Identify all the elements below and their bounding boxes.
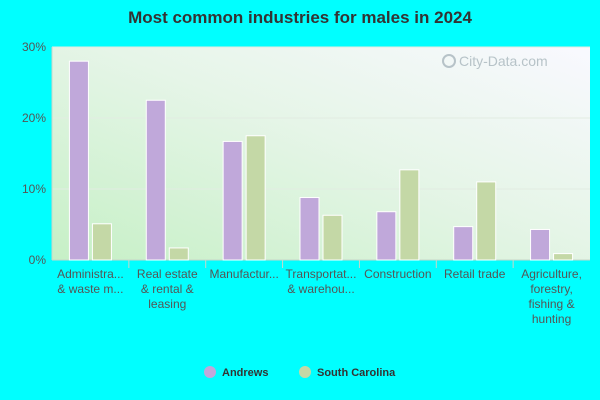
watermark: City-Data.com: [442, 53, 548, 69]
y-tick-label: 20%: [22, 111, 46, 125]
bar-andrews[interactable]: [299, 197, 320, 261]
x-category-label-line: leasing: [148, 297, 186, 311]
x-category-label-line: Agriculture,: [521, 267, 582, 281]
bar-south-carolina[interactable]: [322, 214, 343, 261]
x-category-label-line: Administra...: [57, 267, 124, 281]
x-category-label: Transportat... & warehou...: [286, 267, 357, 296]
bar-south-carolina[interactable]: [476, 181, 497, 261]
watermark-icon: [442, 54, 456, 68]
x-category-label-line: Retail trade: [444, 267, 506, 281]
x-category-label: Manufactur...: [209, 267, 278, 281]
plot-area: [52, 47, 590, 260]
y-tick-label: 10%: [22, 182, 46, 196]
x-category-label-line: forestry,: [530, 282, 572, 296]
bar-andrews[interactable]: [68, 60, 89, 261]
bar-south-carolina[interactable]: [245, 135, 266, 261]
legend-label: South Carolina: [317, 367, 396, 379]
bar-andrews[interactable]: [145, 99, 166, 261]
watermark-text: City-Data.com: [459, 53, 548, 69]
x-category-label: Construction: [364, 267, 431, 281]
bar-andrews[interactable]: [222, 140, 243, 261]
x-category-label: Administra... & waste m...: [57, 267, 124, 296]
x-category-label-line: Manufactur...: [209, 267, 278, 281]
x-category-label-line: Real estate: [137, 267, 198, 281]
x-category-label: Real estate & rental & leasing: [137, 267, 198, 311]
x-category-label-line: hunting: [532, 312, 571, 326]
y-tick-label: 0%: [29, 253, 47, 267]
x-category-label-line: & waste m...: [57, 282, 123, 296]
x-category-label: Retail trade: [444, 267, 506, 281]
y-tick-label: 30%: [22, 40, 46, 54]
bar-south-carolina[interactable]: [91, 223, 112, 261]
legend-label: Andrews: [222, 367, 268, 379]
bar-andrews[interactable]: [530, 228, 551, 261]
chart-title: Most common industries for males in 2024: [128, 8, 472, 27]
bar-south-carolina[interactable]: [168, 247, 189, 261]
bar-andrews[interactable]: [376, 211, 397, 261]
legend-swatch: [204, 366, 216, 378]
x-category-label-line: & rental &: [141, 282, 194, 296]
legend-swatch: [299, 366, 311, 378]
x-category-label-line: Construction: [364, 267, 431, 281]
bar-andrews[interactable]: [453, 226, 474, 261]
bar-south-carolina[interactable]: [553, 253, 574, 261]
x-category-label: Agriculture, forestry, fishing & hunting: [521, 267, 582, 326]
x-category-label-line: fishing &: [529, 297, 575, 311]
bar-south-carolina[interactable]: [399, 169, 420, 261]
x-category-label-line: Transportat...: [286, 267, 357, 281]
x-category-label-line: & warehou...: [287, 282, 354, 296]
